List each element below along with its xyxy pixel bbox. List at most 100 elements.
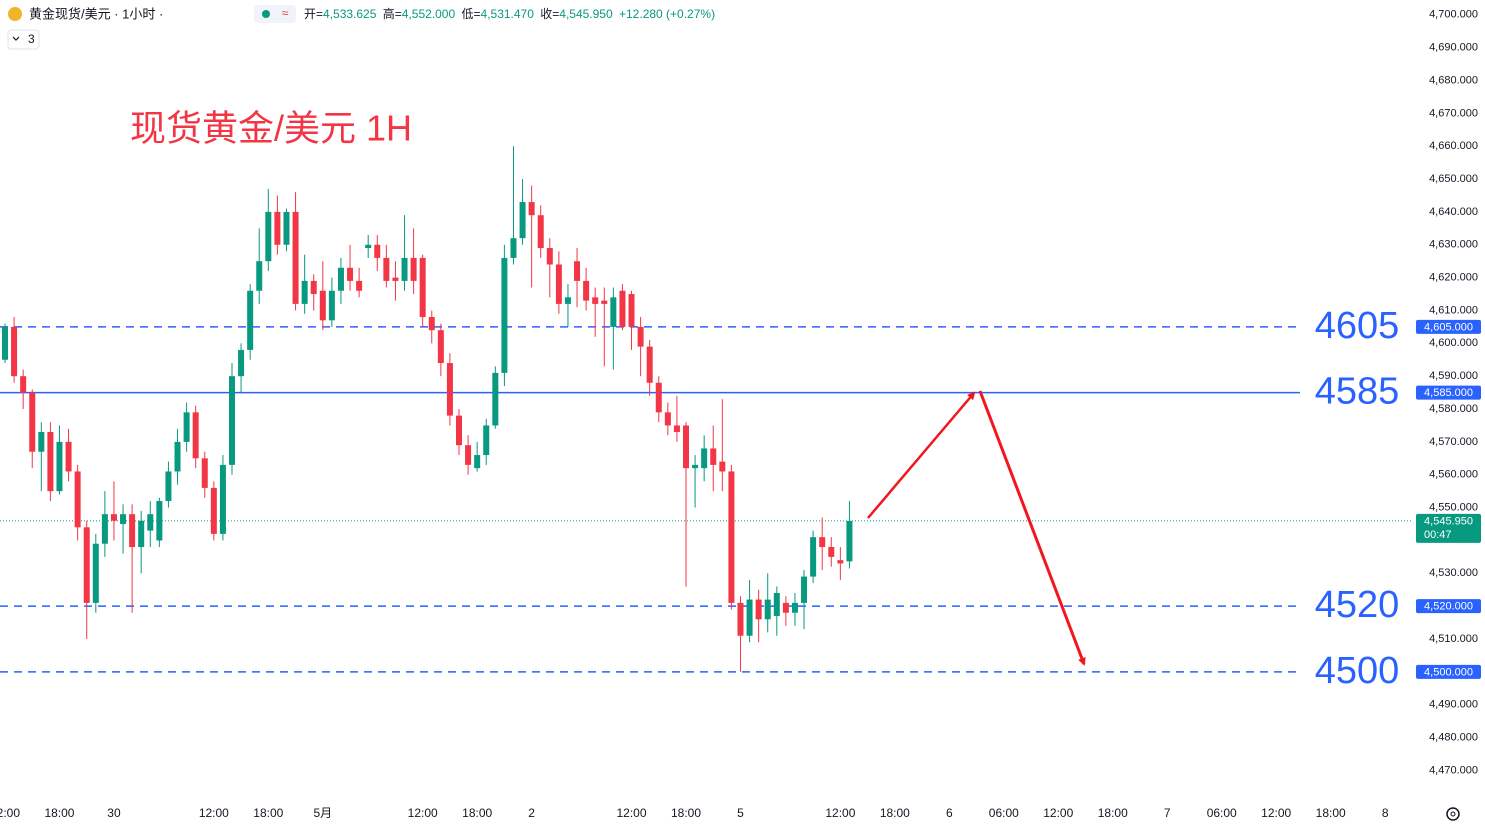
candle-body bbox=[74, 471, 81, 528]
candle-body bbox=[492, 372, 499, 426]
indicator-count: 3 bbox=[28, 32, 35, 46]
candle-body bbox=[437, 330, 444, 364]
candle-body bbox=[801, 576, 808, 603]
x-tick-label: 18:00 bbox=[1316, 806, 1346, 820]
x-tick-label: 30 bbox=[107, 806, 121, 820]
candle-body bbox=[410, 257, 417, 281]
candle-body bbox=[347, 267, 354, 281]
candle-body bbox=[692, 464, 699, 469]
candle-body bbox=[719, 461, 726, 472]
candle-body bbox=[356, 280, 363, 291]
y-tick-label: 4,680.000 bbox=[1429, 74, 1478, 86]
candle-body bbox=[365, 244, 372, 249]
candle-body bbox=[810, 537, 817, 577]
status-dot bbox=[262, 10, 270, 18]
axes: 4,700.000 4,690.000 4,680.000 4,670.000 4,66… bbox=[0, 9, 1481, 820]
candle-body bbox=[56, 441, 63, 492]
x-tick-label: 12:00 bbox=[825, 806, 855, 820]
candle-body bbox=[483, 425, 490, 456]
ohlc-value: 4,531.470 bbox=[481, 7, 535, 21]
level-badge-label: 4,520.000 bbox=[1424, 601, 1473, 613]
symbol-name: 黄金现货/美元 · 1小时 · bbox=[29, 6, 163, 21]
y-tick-label: 4,660.000 bbox=[1429, 140, 1478, 152]
level-badge bbox=[1416, 599, 1481, 614]
x-tick-label: 18:00 bbox=[44, 806, 74, 820]
indicator-toggle[interactable] bbox=[7, 29, 40, 50]
current-price-badge bbox=[1416, 513, 1481, 543]
candle-body bbox=[2, 326, 8, 360]
x-tick-label: 18:00 bbox=[671, 806, 701, 820]
candle-body bbox=[65, 441, 72, 472]
candle-body bbox=[574, 261, 581, 281]
candle-body bbox=[546, 248, 553, 265]
y-tick-label: 4,470.000 bbox=[1429, 764, 1478, 776]
ohlc-readout: 开=4,533.625 高=4,552.000 低=4,531.470 收=4,… bbox=[304, 6, 715, 21]
candle-body bbox=[773, 593, 780, 617]
candle-body bbox=[156, 501, 163, 541]
ohlc-value: 4,552.000 bbox=[402, 7, 456, 21]
x-tick-label: 2 bbox=[528, 806, 535, 820]
level-label: 4520 bbox=[1315, 584, 1400, 626]
candle-body bbox=[83, 527, 90, 603]
candle-body bbox=[673, 425, 680, 433]
candle-body bbox=[192, 412, 199, 459]
candle-body bbox=[247, 290, 254, 350]
candle-body bbox=[465, 445, 472, 465]
candle-body bbox=[11, 326, 18, 377]
candle-body bbox=[683, 425, 689, 469]
candle-body bbox=[664, 412, 671, 426]
candle-body bbox=[110, 514, 117, 521]
candle-body bbox=[419, 257, 426, 318]
x-tick-label: 12:00 bbox=[1261, 806, 1291, 820]
x-tick-label: 7 bbox=[1164, 806, 1171, 820]
candle-body bbox=[846, 520, 853, 562]
candle-body bbox=[328, 290, 335, 321]
candle-body bbox=[655, 382, 662, 413]
y-tick-label: 4,480.000 bbox=[1429, 731, 1478, 743]
x-tick-label: 12:00 bbox=[1043, 806, 1073, 820]
candle-body bbox=[510, 238, 517, 258]
chart-title: 现货黄金/美元 1H bbox=[130, 108, 412, 149]
status-pill[interactable] bbox=[254, 5, 296, 23]
settings-button[interactable] bbox=[1446, 807, 1460, 821]
candle-body bbox=[283, 211, 290, 245]
candle-body bbox=[819, 537, 826, 548]
x-tick-label: 5月 bbox=[313, 806, 332, 820]
candle-body bbox=[537, 215, 544, 249]
y-tick-label: 4,670.000 bbox=[1429, 107, 1478, 119]
candle-body bbox=[474, 455, 481, 469]
candle-body bbox=[101, 514, 108, 544]
countdown-label: 00:47 bbox=[1424, 529, 1452, 541]
ohlc-label: 低= bbox=[462, 7, 481, 21]
ohlc-value: 4,533.625 bbox=[323, 7, 377, 21]
symbol-logo bbox=[8, 7, 22, 21]
candle-body bbox=[646, 346, 653, 383]
candle-body bbox=[446, 363, 453, 416]
level-label: 4605 bbox=[1315, 305, 1400, 347]
level-badge-label: 4,605.000 bbox=[1424, 321, 1473, 333]
candle-body bbox=[29, 392, 36, 452]
x-tick-label: 12:00 bbox=[0, 806, 20, 820]
x-tick-label: 18:00 bbox=[1098, 806, 1128, 820]
x-tick-label: 8 bbox=[1382, 806, 1389, 820]
y-tick-label: 4,700.000 bbox=[1429, 9, 1478, 21]
y-tick-label: 4,590.000 bbox=[1429, 370, 1478, 382]
candle-body bbox=[383, 257, 390, 281]
candle-body bbox=[837, 560, 844, 564]
candle-body bbox=[755, 599, 762, 620]
x-tick-label: 18:00 bbox=[462, 806, 492, 820]
x-tick-label: 06:00 bbox=[989, 806, 1019, 820]
ohlc-label: 高= bbox=[383, 6, 402, 21]
plot-area: 4605 4585 4520 4500 bbox=[0, 146, 1412, 692]
candle-body bbox=[256, 261, 263, 291]
x-tick-label: 18:00 bbox=[880, 806, 910, 820]
candle-body bbox=[219, 464, 226, 534]
ohlc-label: 开= bbox=[304, 7, 323, 21]
candle-body bbox=[165, 471, 172, 502]
level-badge bbox=[1416, 664, 1481, 679]
level-badge-label: 4,585.000 bbox=[1424, 387, 1473, 399]
candle-body bbox=[401, 257, 408, 281]
candle-body bbox=[610, 297, 617, 327]
candle-body bbox=[601, 300, 608, 304]
